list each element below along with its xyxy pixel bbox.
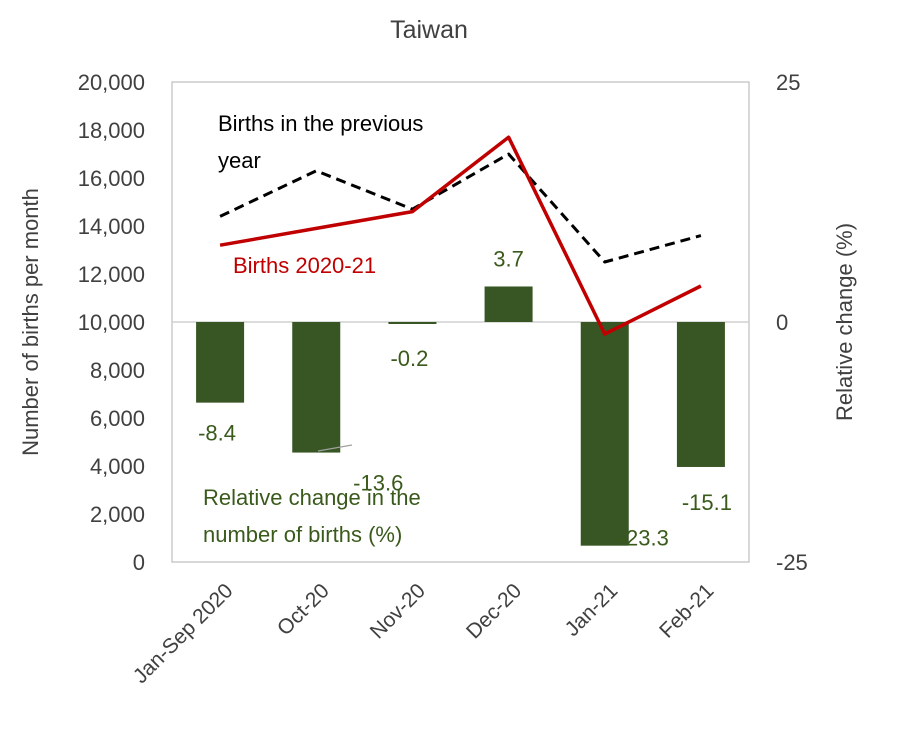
bar [580,322,629,546]
previous-year-line [219,152,702,264]
y-tick-label: 2,000 [90,502,145,527]
x-tick-label: Oct-20 [273,579,334,640]
annotation-previous-year-line1: Births in the previous [218,111,423,136]
y-tick-label: 16,000 [78,166,145,191]
y-tick-label: 14,000 [78,214,145,239]
y-tick-label: 12,000 [78,262,145,287]
bar [388,322,437,324]
y2-tick-label: 0 [776,310,788,335]
bars [196,286,725,546]
y-axis-label: Number of births per month [18,188,43,456]
y-tick-label: 6,000 [90,406,145,431]
y-tick-label: 8,000 [90,358,145,383]
chart-title: Taiwan [390,16,468,44]
x-tick-label: Dec-20 [462,579,526,643]
leader-line [317,444,353,452]
bar-labels: -8.4 -13.6 -0.2 3.7 -23.3 -15.1 [198,246,732,550]
x-tick-label: Jan-21 [561,579,623,641]
x-tick-label: Jan-Sep 2020 [129,579,238,688]
left-axis-ticks: 0 2,000 4,000 6,000 8,000 10,000 12,000 14,000 1… [78,70,145,575]
bar [676,322,725,467]
bar [196,322,245,403]
y-tick-label: 18,000 [78,118,145,143]
annotation-births-current: Births 2020-21 [233,253,376,278]
right-axis-ticks: -25 0 25 [776,70,808,575]
bar-data-label: -0.2 [390,346,428,371]
y2-tick-label: -25 [776,550,808,575]
bar-data-label: -15.1 [682,490,732,515]
bar-data-label: -8.4 [198,421,236,446]
annotation-previous-year-line2: year [218,148,261,173]
y-tick-label: 4,000 [90,454,145,479]
bar-data-label: -23.3 [619,526,669,551]
annotation-change-line2: number of births (%) [203,522,402,547]
y-tick-label: 10,000 [78,310,145,335]
y2-axis-label: Relative change (%) [832,223,857,421]
y2-tick-label: 25 [776,70,800,95]
bar-data-label: 3.7 [493,246,524,271]
series-lines [219,135,702,336]
x-tick-label: Feb-21 [655,579,718,642]
category-labels: Jan-Sep 2020 Oct-20 Nov-20 Dec-20 Jan-21 Feb-… [129,579,719,688]
births-current-line [219,135,702,336]
annotation-change-line1: Relative change in the [203,485,421,510]
bar [484,286,533,322]
x-tick-label: Nov-20 [366,579,430,643]
y-tick-label: 0 [133,550,145,575]
bar-data-label: -13.6 [353,471,403,496]
bar [292,322,341,453]
y-tick-label: 20,000 [78,70,145,95]
